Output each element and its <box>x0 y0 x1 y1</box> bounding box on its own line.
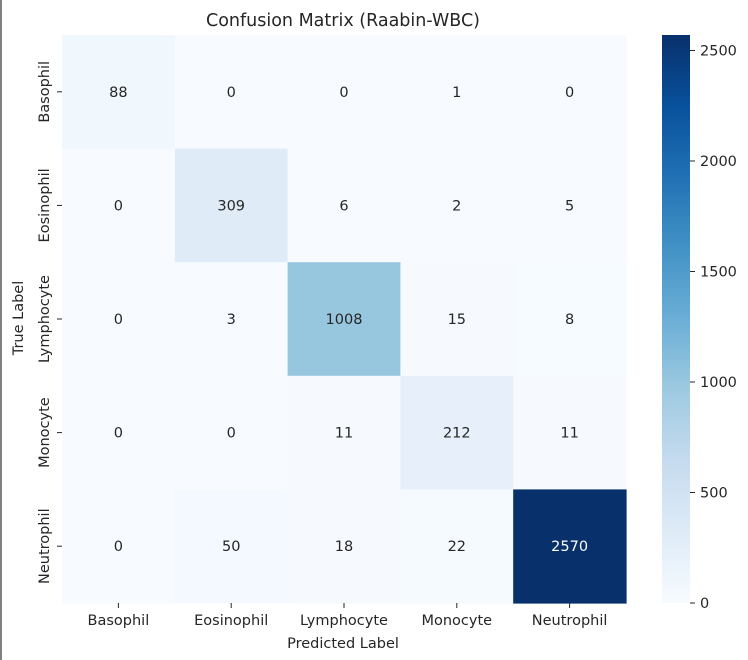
heatmap-cell <box>513 35 627 150</box>
cell-value-label: 2 <box>452 198 461 214</box>
heatmap-cell <box>62 148 176 263</box>
y-axis-label: True Label <box>11 281 27 357</box>
cell-value-label: 0 <box>114 312 123 328</box>
colorbar: 0 500 1000 1500 2000 2500 <box>662 35 737 612</box>
x-tick-label: Neutrophil <box>532 613 608 629</box>
cell-value-label: 8 <box>565 312 574 328</box>
heatmap-cells <box>62 35 627 604</box>
cell-value-label: 22 <box>448 539 466 555</box>
cell-value-label: 0 <box>114 198 123 214</box>
cell-value-label: 0 <box>565 85 574 101</box>
colorbar-gradient <box>662 35 690 603</box>
heatmap-cell <box>287 489 401 604</box>
heatmap-cell <box>287 262 401 377</box>
heatmap-cell <box>513 262 627 377</box>
cell-value-label: 0 <box>114 426 123 442</box>
chart-title: Confusion Matrix (Raabin-WBC) <box>206 11 480 31</box>
x-axis-ticks: Basophil Eosinophil Lymphocyte Monocyte Neut… <box>88 603 608 629</box>
heatmap-cell <box>287 375 401 490</box>
colorbar-tick-label: 2500 <box>700 43 737 59</box>
heatmap-cell <box>174 262 289 377</box>
y-tick-label: Neutrophil <box>37 508 53 584</box>
colorbar-tick-label: 2000 <box>700 154 737 170</box>
cell-value-label: 309 <box>217 198 245 214</box>
x-tick-label: Lymphocyte <box>300 613 388 629</box>
cell-value-label: 6 <box>339 198 348 214</box>
cell-value-label: 0 <box>339 85 348 101</box>
heatmap-cell <box>400 35 514 150</box>
cell-value-label: 15 <box>448 312 466 328</box>
cell-value-label: 1008 <box>326 312 363 328</box>
cell-value-label: 18 <box>335 539 353 555</box>
heatmap-cell <box>62 375 176 490</box>
y-tick-label: Lymphocyte <box>37 275 53 363</box>
y-tick-label: Basophil <box>37 61 53 123</box>
heatmap-cell <box>62 489 176 604</box>
heatmap-cell <box>174 148 289 263</box>
heatmap-cell <box>287 148 401 263</box>
colorbar-tick-label: 500 <box>700 485 728 501</box>
cell-value-label: 0 <box>114 539 123 555</box>
colorbar-ticks: 0 500 1000 1500 2000 2500 <box>690 43 737 612</box>
heatmap-cell <box>400 489 514 604</box>
heatmap-cell <box>513 375 627 490</box>
cell-value-label: 0 <box>227 85 236 101</box>
cell-value-label: 3 <box>227 312 236 328</box>
heatmap-cell-labels: 88 0 0 1 00 309 6 2 50 3 1008 15 80 0 11 212 110 50 18 22 25… <box>109 85 588 555</box>
heatmap-cell <box>287 35 401 150</box>
y-axis-ticks: Basophil Eosinophil Lymphocyte Monocyte Neut… <box>37 61 62 584</box>
cell-value-label: 0 <box>227 426 236 442</box>
cell-value-label: 11 <box>335 426 353 442</box>
y-tick-label: Monocyte <box>37 397 53 468</box>
y-tick-label: Eosinophil <box>37 168 53 242</box>
cell-value-label: 88 <box>109 85 127 101</box>
cell-value-label: 5 <box>565 198 574 214</box>
cell-value-label: 212 <box>443 426 471 442</box>
x-tick-label: Basophil <box>88 613 150 629</box>
colorbar-tick-label: 1000 <box>700 375 737 391</box>
cell-value-label: 1 <box>452 85 461 101</box>
cell-value-label: 11 <box>560 426 578 442</box>
heatmap-cell <box>174 375 289 490</box>
x-tick-label: Eosinophil <box>194 613 268 629</box>
heatmap-cell <box>400 148 514 263</box>
heatmap-cell <box>174 35 289 150</box>
colorbar-tick-label: 0 <box>700 596 709 612</box>
cell-value-label: 2570 <box>551 539 588 555</box>
heatmap-cell <box>400 262 514 377</box>
cell-value-label: 50 <box>222 539 240 555</box>
x-tick-label: Monocyte <box>421 613 492 629</box>
heatmap-cell <box>400 375 514 490</box>
heatmap-cell <box>513 148 627 263</box>
x-axis-label: Predicted Label <box>287 636 399 652</box>
heatmap-cell <box>174 489 289 604</box>
heatmap-cell <box>513 489 627 604</box>
heatmap-cell <box>62 262 176 377</box>
heatmap-cell <box>62 35 176 150</box>
colorbar-tick-label: 1500 <box>700 264 737 280</box>
